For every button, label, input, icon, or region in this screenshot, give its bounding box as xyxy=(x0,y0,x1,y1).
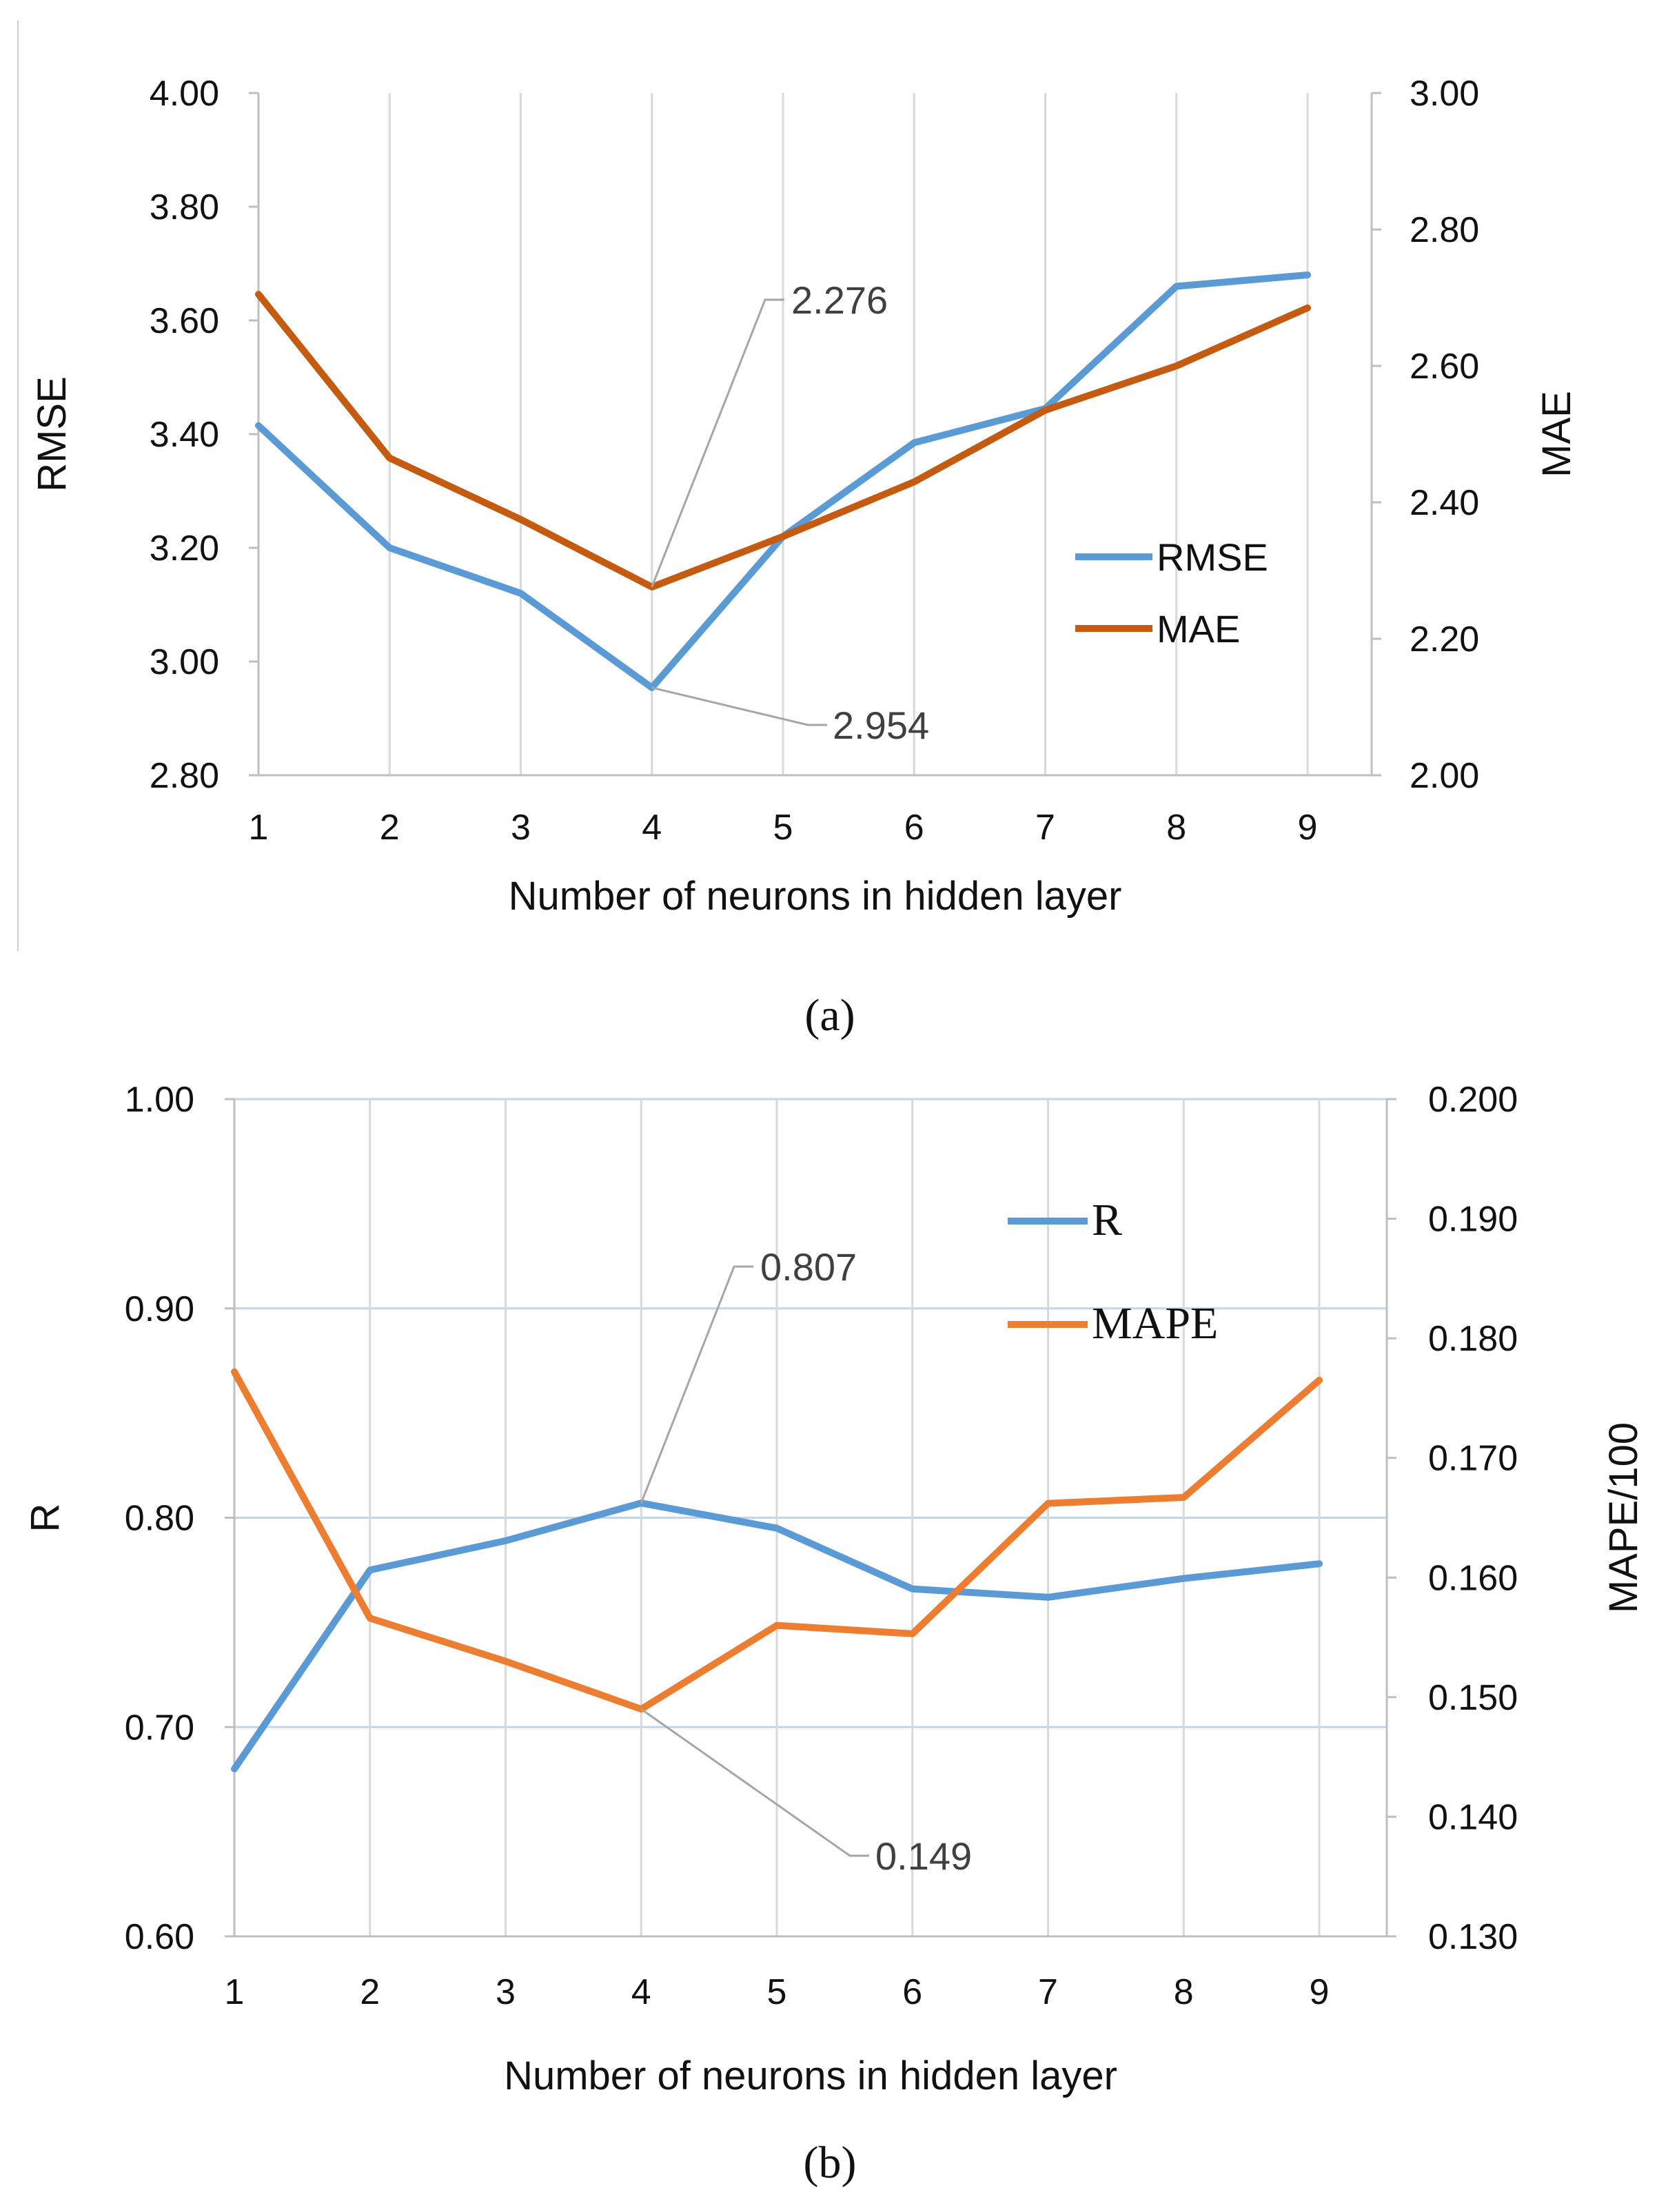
x-tick-label: 9 xyxy=(1310,1972,1330,2012)
data-label: 0.807 xyxy=(760,1245,857,1289)
x-tick-label: 3 xyxy=(496,1972,516,2012)
y-tick-label: 3.80 xyxy=(150,187,219,227)
y2-tick-label: 0.200 xyxy=(1428,1080,1518,1120)
y-tick-label: 3.00 xyxy=(150,642,219,682)
legend-label: RMSE xyxy=(1157,535,1268,579)
x-tick-label: 6 xyxy=(902,1972,922,2012)
x-tick-label: 7 xyxy=(1035,808,1055,848)
y2-tick-label: 2.40 xyxy=(1410,483,1479,523)
callout-leader-line xyxy=(651,686,827,726)
y2-tick-label: 2.20 xyxy=(1410,619,1479,659)
y2-tick-label: 2.00 xyxy=(1410,756,1479,796)
y-tick-label: 4.00 xyxy=(150,74,219,114)
panel-b-caption: (b) xyxy=(804,2138,857,2188)
y-axis-title: RMSE xyxy=(30,376,74,492)
y2-tick-label: 0.190 xyxy=(1428,1200,1518,1240)
y-axis-title: R xyxy=(23,1504,68,1533)
y-tick-label: 1.00 xyxy=(125,1080,194,1120)
panel-a-caption: (a) xyxy=(804,990,855,1041)
data-label: 2.954 xyxy=(833,704,929,747)
chart-panel-b: 1 2 3 4 5 6 7 8 9 0.60 0.70 0.80 0.90 1.00 0.130 0.140 0… xyxy=(23,1080,1646,2098)
callout-leader-line xyxy=(640,1265,753,1504)
x-tick-label: 6 xyxy=(904,808,924,848)
series-line-r xyxy=(231,1499,1323,1772)
x-tick-label: 2 xyxy=(360,1972,380,2012)
y-tick-label: 3.60 xyxy=(150,301,219,341)
x-tick-label: 5 xyxy=(767,1972,787,2012)
x-tick-label: 3 xyxy=(511,808,531,848)
y2-tick-label: 0.150 xyxy=(1428,1678,1518,1718)
series-line-mae xyxy=(255,291,1311,591)
y2-tick-label: 2.80 xyxy=(1410,210,1479,250)
y2-tick-label: 0.140 xyxy=(1428,1797,1518,1837)
x-tick-label: 9 xyxy=(1298,808,1318,848)
x-tick-label: 4 xyxy=(642,808,662,848)
x-tick-label: 8 xyxy=(1174,1972,1194,2012)
x-tick-label: 7 xyxy=(1038,1972,1058,2012)
y-tick-label: 0.80 xyxy=(125,1499,194,1539)
y-tick-label: 0.90 xyxy=(125,1289,194,1329)
x-axis-title: Number of neurons in hidden layer xyxy=(504,2054,1117,2098)
y-tick-label: 3.20 xyxy=(150,529,219,569)
y2-tick-label: 3.00 xyxy=(1410,74,1479,114)
legend-label: R xyxy=(1092,1195,1122,1245)
y2-tick-label: 0.160 xyxy=(1428,1558,1518,1598)
y2-tick-label: 0.130 xyxy=(1428,1917,1518,1957)
x-tick-label: 8 xyxy=(1166,808,1186,848)
callout-leader-line xyxy=(640,1708,869,1857)
x-tick-label: 1 xyxy=(249,808,269,848)
series-line-mape xyxy=(231,1368,1323,1713)
y2-axis-title: MAPE/100 xyxy=(1601,1422,1646,1613)
callout-leader-line xyxy=(651,298,784,588)
x-tick-label: 1 xyxy=(225,1972,245,2012)
y2-tick-label: 0.170 xyxy=(1428,1439,1518,1479)
chart-panel-a: 1 2 3 4 5 6 7 8 9 2.80 3.00 3.20 3.40 3.60 3.80 4.00 2.0… xyxy=(30,74,1579,919)
y-tick-label: 3.40 xyxy=(150,415,219,455)
data-label: 0.149 xyxy=(875,1834,972,1878)
legend-label: MAE xyxy=(1157,607,1240,651)
x-tick-label: 5 xyxy=(773,808,793,848)
y2-tick-label: 2.60 xyxy=(1410,347,1479,387)
y-tick-label: 0.60 xyxy=(125,1917,194,1957)
x-axis-title: Number of neurons in hidden layer xyxy=(509,874,1122,919)
x-tick-label: 2 xyxy=(380,808,400,848)
y2-tick-label: 0.180 xyxy=(1428,1319,1518,1359)
y-tick-label: 0.70 xyxy=(125,1708,194,1748)
y2-axis-title: MAE xyxy=(1534,391,1579,478)
x-tick-label: 4 xyxy=(631,1972,651,2012)
data-label: 2.276 xyxy=(791,278,888,322)
legend-label: MAPE xyxy=(1092,1298,1218,1349)
y-tick-label: 2.80 xyxy=(150,756,219,796)
